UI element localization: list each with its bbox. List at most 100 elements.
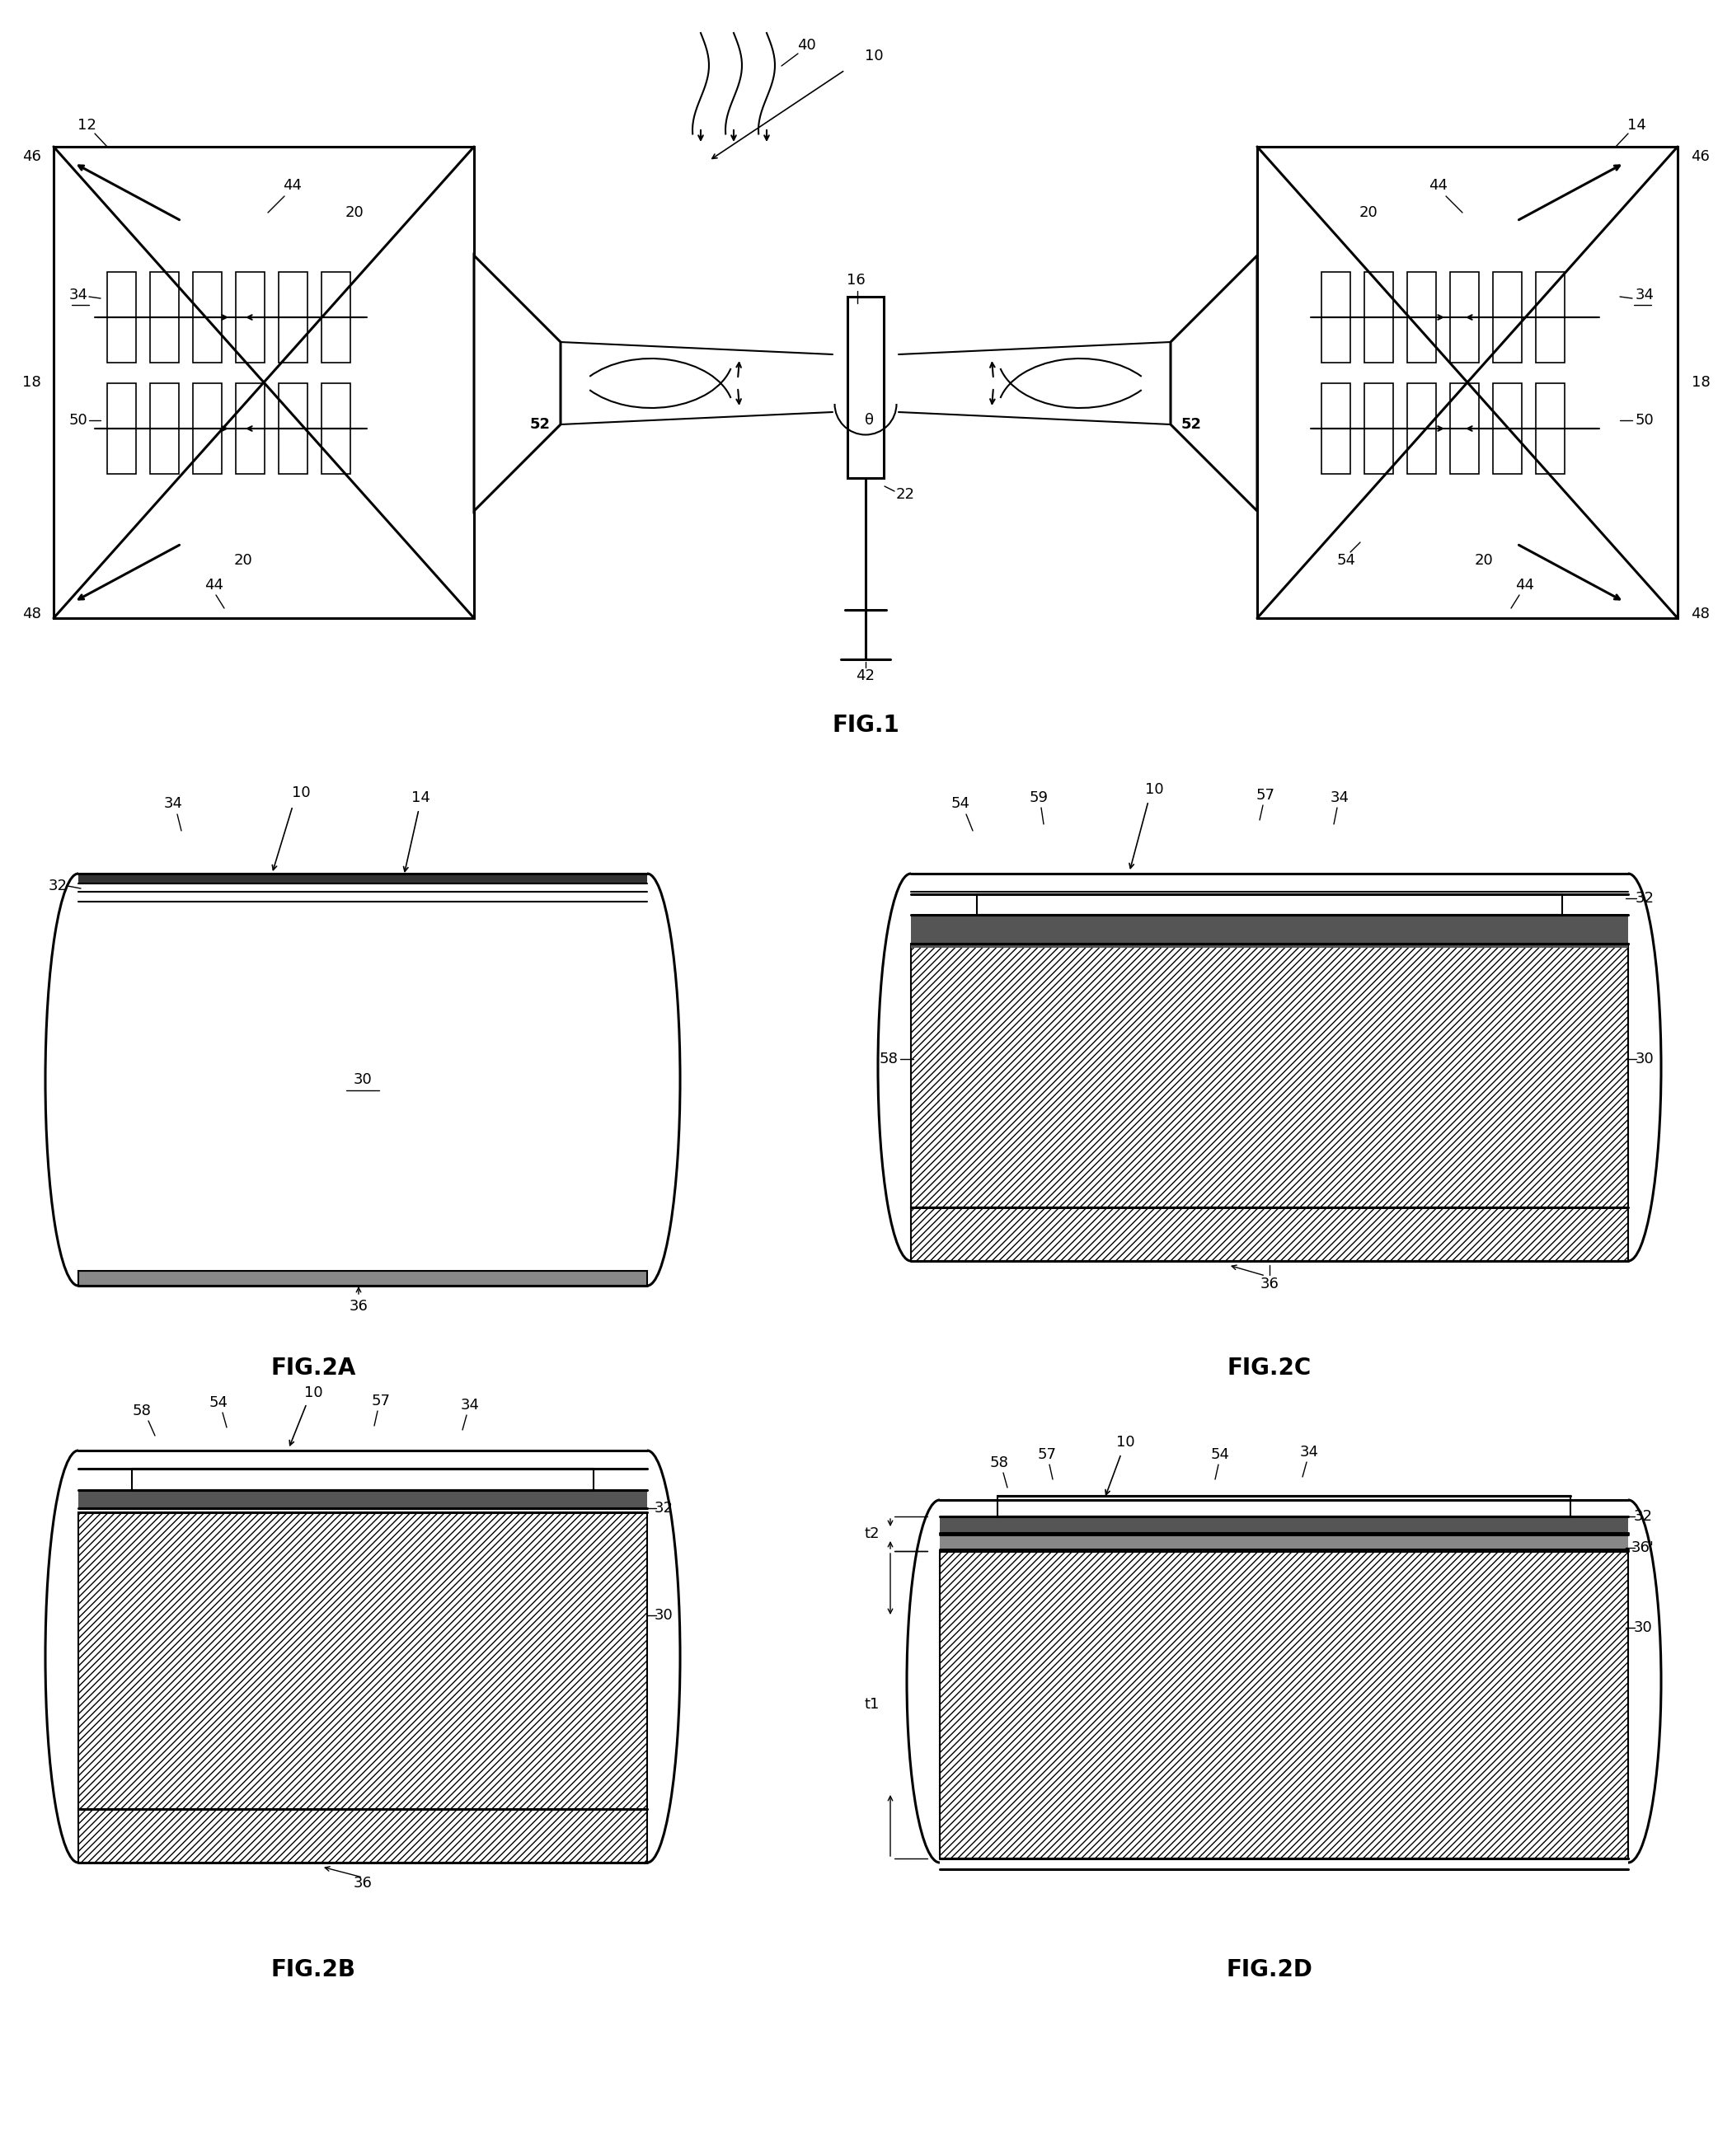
Bar	[78, 1809, 648, 1863]
Text: θ: θ	[866, 414, 875, 427]
Bar	[236, 272, 265, 362]
Text: t2: t2	[864, 1526, 880, 1542]
Text: 57: 57	[1256, 787, 1275, 802]
Text: 57: 57	[1037, 1447, 1057, 1462]
Text: 10: 10	[291, 785, 310, 800]
Bar	[1365, 384, 1393, 474]
Text: 50: 50	[1635, 414, 1654, 427]
Text: 36: 36	[1261, 1276, 1278, 1291]
Text: 32: 32	[1633, 1509, 1652, 1524]
Text: 54: 54	[210, 1395, 229, 1410]
Bar	[1406, 272, 1436, 362]
Text: 50: 50	[69, 414, 88, 427]
Text: 30: 30	[1633, 1621, 1652, 1634]
Text: 32: 32	[48, 877, 68, 893]
Text: 54: 54	[1337, 552, 1356, 567]
Text: FIG.2B: FIG.2B	[270, 1958, 355, 1981]
Text: 44: 44	[282, 179, 301, 192]
Text: 30: 30	[353, 1072, 372, 1087]
Bar	[78, 906, 648, 1270]
Text: 34: 34	[461, 1397, 480, 1412]
Bar	[847, 298, 883, 479]
Text: 18: 18	[23, 375, 42, 390]
Text: 40: 40	[797, 39, 816, 52]
Text: 34: 34	[1330, 791, 1349, 804]
Bar	[322, 272, 350, 362]
Text: 34: 34	[1635, 287, 1654, 302]
Bar	[78, 873, 648, 884]
Text: 54: 54	[951, 796, 970, 811]
Text: 30: 30	[655, 1608, 674, 1623]
Bar	[107, 384, 137, 474]
Text: 54: 54	[1211, 1447, 1230, 1462]
Text: FIG.2D: FIG.2D	[1226, 1958, 1313, 1981]
Text: 12: 12	[78, 119, 95, 134]
Text: 18: 18	[1690, 375, 1709, 390]
Bar	[192, 272, 222, 362]
Polygon shape	[475, 257, 561, 511]
Bar	[911, 944, 1628, 1207]
Bar	[151, 384, 178, 474]
Text: 44: 44	[204, 578, 223, 593]
Text: 36: 36	[350, 1298, 367, 1313]
Bar	[940, 1516, 1628, 1533]
Bar	[322, 384, 350, 474]
Text: 16: 16	[847, 274, 864, 287]
Text: 57: 57	[371, 1393, 390, 1408]
Bar	[977, 895, 1562, 914]
Bar	[1536, 272, 1564, 362]
Text: 32: 32	[1635, 890, 1654, 906]
Text: FIG.2A: FIG.2A	[270, 1356, 355, 1380]
Bar	[192, 384, 222, 474]
Bar	[911, 914, 1628, 949]
Bar	[1450, 272, 1479, 362]
Text: 20: 20	[1474, 552, 1493, 567]
Text: 20: 20	[234, 552, 253, 567]
Polygon shape	[1171, 257, 1257, 511]
Text: 34: 34	[1299, 1445, 1318, 1460]
Text: 30: 30	[1635, 1052, 1654, 1067]
Bar	[1493, 384, 1522, 474]
Bar	[107, 272, 137, 362]
Text: 52: 52	[1181, 416, 1202, 431]
Bar	[78, 1270, 648, 1285]
Text: 59: 59	[1029, 791, 1048, 804]
Text: 58: 58	[132, 1404, 151, 1419]
Text: 10: 10	[1145, 783, 1164, 798]
Bar	[236, 384, 265, 474]
Bar	[78, 1490, 648, 1509]
Bar	[1365, 272, 1393, 362]
Bar	[132, 1468, 594, 1490]
Bar	[279, 384, 308, 474]
Bar	[1406, 384, 1436, 474]
Text: 52: 52	[530, 416, 551, 431]
Text: FIG.2C: FIG.2C	[1228, 1356, 1311, 1380]
Text: 46: 46	[23, 149, 42, 164]
Text: 44: 44	[1429, 179, 1448, 192]
Text: 58: 58	[880, 1052, 899, 1067]
Bar	[911, 1207, 1628, 1261]
Text: 36: 36	[353, 1876, 372, 1891]
Text: 34: 34	[69, 287, 88, 302]
Text: 20: 20	[1360, 205, 1379, 220]
Bar	[1450, 384, 1479, 474]
Text: 42: 42	[856, 668, 875, 683]
Text: 36': 36'	[1632, 1539, 1654, 1554]
Bar	[998, 1496, 1571, 1516]
Text: 22: 22	[895, 487, 914, 502]
Text: 20: 20	[345, 205, 364, 220]
Bar	[151, 272, 178, 362]
Text: 44: 44	[1516, 578, 1535, 593]
Bar	[940, 1535, 1628, 1550]
Bar	[1322, 384, 1351, 474]
Text: 58: 58	[989, 1455, 1008, 1470]
Text: 14: 14	[1626, 119, 1645, 134]
Bar	[1493, 272, 1522, 362]
Bar	[78, 1511, 648, 1809]
Text: 46: 46	[1690, 149, 1709, 164]
Bar	[279, 272, 308, 362]
Bar	[54, 147, 475, 619]
Text: 48: 48	[1690, 606, 1709, 621]
Text: 10: 10	[1115, 1436, 1134, 1449]
Text: FIG.1: FIG.1	[831, 714, 899, 737]
